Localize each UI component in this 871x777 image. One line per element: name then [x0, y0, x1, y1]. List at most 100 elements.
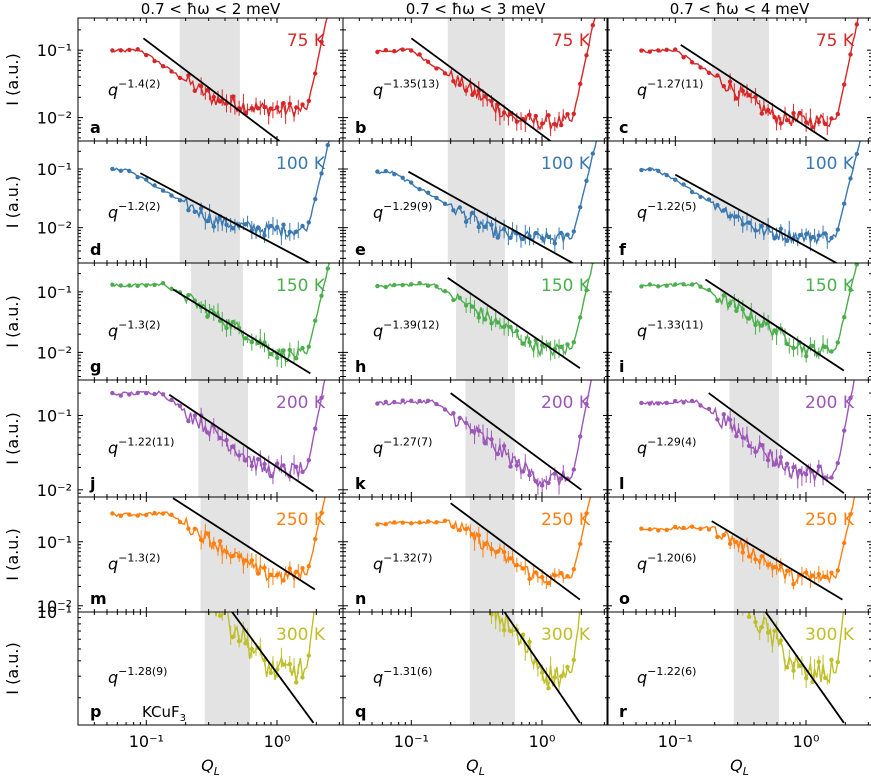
panel-plot-area [110, 13, 330, 141]
data-point [842, 82, 847, 87]
data-point [861, 441, 865, 445]
data-point [144, 527, 148, 531]
data-point [848, 550, 852, 554]
data-point [230, 226, 235, 231]
y-tick-label: 10⁻¹ [37, 533, 72, 552]
exponent-value: −1.3(2) [118, 551, 160, 564]
exponent-base: q [373, 439, 383, 458]
data-point [482, 94, 488, 99]
data-point [759, 624, 764, 630]
data-point [721, 84, 726, 89]
data-point [772, 328, 777, 333]
data-point [495, 451, 500, 457]
data-point [559, 344, 564, 349]
data-series-line [641, 18, 859, 129]
data-point [375, 169, 380, 174]
data-point [470, 429, 475, 434]
data-point [734, 214, 739, 219]
data-point [482, 224, 488, 229]
exponent-base: q [373, 322, 383, 341]
panel-plot-area [698, 441, 865, 725]
data-point [829, 235, 834, 241]
power-law-fit-line [447, 277, 581, 369]
temperature-label: 75 K [816, 31, 855, 51]
data-point [160, 63, 166, 69]
data-point [326, 362, 330, 366]
power-law-fit-line [139, 172, 312, 263]
data-point [673, 282, 678, 287]
data-point [457, 205, 462, 210]
panel-o: 250 Koq−1.20(6) [606, 496, 871, 613]
data-point [400, 47, 405, 52]
panel-plot-area [639, 141, 861, 263]
data-point [597, 236, 601, 240]
exponent-value: −1.35(13) [383, 77, 439, 90]
data-point [584, 511, 589, 516]
data-point [326, 481, 330, 485]
data-point [255, 457, 261, 462]
data-point [508, 556, 513, 561]
data-point [698, 563, 702, 567]
panel-plot-area [639, 380, 855, 497]
x-axis-label-subscript: L [479, 765, 485, 777]
panel-letter: h [355, 357, 366, 376]
data-point [728, 594, 732, 598]
data-point [425, 519, 431, 524]
data-point [268, 351, 273, 357]
data-point [772, 462, 777, 467]
data-point [135, 283, 140, 288]
power-law-fit-line [503, 612, 581, 724]
data-point [759, 554, 764, 559]
data-point [152, 183, 157, 188]
material-subscript: 3 [180, 713, 186, 724]
data-point [152, 282, 157, 288]
data-point [639, 167, 644, 173]
data-point [110, 166, 115, 172]
data-point [375, 546, 379, 550]
data-point [721, 208, 726, 213]
data-point [715, 417, 720, 422]
data-point [281, 101, 286, 106]
data-point [338, 92, 342, 96]
data-point [217, 539, 223, 544]
data-point [565, 342, 570, 347]
data-point [715, 534, 720, 540]
panel-letter: e [355, 240, 366, 259]
exponent-base: q [637, 554, 647, 573]
temperature-label: 75 K [552, 31, 591, 51]
data-point [160, 188, 166, 193]
data-point [664, 283, 669, 288]
data-point [746, 614, 752, 619]
power-law-fit-line [168, 393, 314, 493]
data-point [823, 231, 828, 236]
data-point [306, 653, 311, 658]
data-point [715, 202, 720, 208]
data-point [417, 520, 422, 525]
data-point [375, 49, 380, 55]
data-point [326, 13, 330, 17]
data-point [656, 284, 661, 289]
data-point [383, 522, 388, 527]
data-point [715, 581, 719, 585]
exponent-value: −1.2(2) [118, 200, 160, 213]
data-point [169, 193, 174, 198]
data-point [681, 525, 686, 531]
power-law-fit-line [674, 173, 839, 263]
data-point [508, 628, 513, 634]
data-point [639, 400, 644, 406]
data-point [810, 573, 815, 578]
y-tick-label: 10⁻¹ [37, 160, 72, 179]
data-point [706, 70, 712, 76]
data-point [597, 126, 601, 130]
fit-range-shading [469, 612, 515, 725]
panel-plot-area [144, 527, 315, 725]
panel-b: 75 Kbq−1.35(13) [342, 17, 609, 142]
power-law-fit-line [711, 520, 843, 601]
power-law-fit-line [704, 278, 845, 372]
data-point [434, 284, 439, 289]
panel-letter: p [90, 702, 101, 721]
data-point [443, 547, 447, 551]
data-point [759, 443, 764, 448]
data-point [591, 497, 595, 501]
